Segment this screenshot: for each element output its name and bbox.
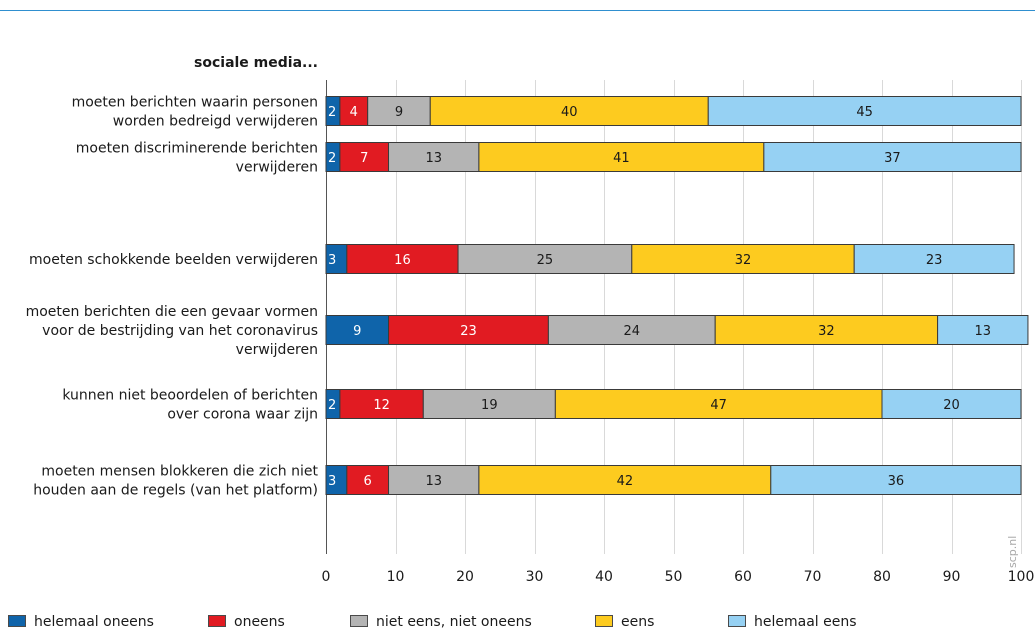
data-label: 23 bbox=[926, 253, 943, 268]
legend-label: helemaal eens bbox=[754, 614, 857, 630]
legend-swatch bbox=[350, 615, 368, 627]
bar-segment bbox=[339, 142, 390, 172]
data-label: 13 bbox=[975, 324, 992, 339]
bar-segment bbox=[422, 389, 556, 419]
legend-swatch bbox=[8, 615, 26, 627]
data-label: 41 bbox=[613, 151, 630, 166]
x-axis-ticks: 0 10 20 30 40 50 60 70 80 90 100 bbox=[322, 569, 1035, 585]
bar-segment bbox=[346, 244, 459, 274]
data-label: 23 bbox=[460, 324, 477, 339]
data-label: 13 bbox=[425, 151, 442, 166]
bar-segment bbox=[388, 315, 549, 345]
category-label: moeten berichten die een gevaar vormen bbox=[26, 304, 318, 320]
data-label: 42 bbox=[617, 474, 634, 489]
bar-segment bbox=[554, 389, 883, 419]
data-label: 3 bbox=[328, 474, 336, 489]
data-label: 2 bbox=[328, 398, 336, 413]
data-label: 32 bbox=[735, 253, 752, 268]
data-label: 20 bbox=[943, 398, 960, 413]
legend-label: eens bbox=[621, 614, 655, 630]
data-label: 13 bbox=[425, 474, 442, 489]
data-label: 24 bbox=[624, 324, 641, 339]
bar-segment bbox=[339, 96, 369, 126]
category-labels: moeten berichten waarin personen worden b… bbox=[26, 95, 319, 499]
data-label: 47 bbox=[710, 398, 727, 413]
x-tick-label: 60 bbox=[734, 569, 752, 585]
data-label: 25 bbox=[537, 253, 554, 268]
legend-item: niet eens, niet oneens bbox=[350, 613, 532, 631]
data-label: 6 bbox=[364, 474, 372, 489]
x-tick-label: 100 bbox=[1008, 569, 1035, 585]
data-label: 7 bbox=[360, 151, 368, 166]
category-label: verwijderen bbox=[236, 160, 318, 176]
data-label: 2 bbox=[328, 151, 336, 166]
bar-segment bbox=[547, 315, 716, 345]
bars-layer: 2 4 9 40 452 7 13 41 373 16 25 32 239 23 24 32 132 12 19 47… bbox=[325, 96, 1029, 495]
data-label: 9 bbox=[395, 105, 403, 120]
legend-item: helemaal eens bbox=[728, 613, 857, 631]
category-label: voor de bestrijding van het coronavirus bbox=[42, 323, 318, 339]
legend-swatch bbox=[208, 615, 226, 627]
x-tick-label: 50 bbox=[665, 569, 683, 585]
category-label: verwijderen bbox=[236, 342, 318, 358]
data-label: 2 bbox=[328, 105, 336, 120]
legend-label: helemaal oneens bbox=[34, 614, 154, 630]
data-label: 16 bbox=[394, 253, 411, 268]
data-label: 3 bbox=[328, 253, 336, 268]
bar-segment bbox=[429, 96, 709, 126]
data-label: 40 bbox=[561, 105, 578, 120]
bar-segment bbox=[937, 315, 1029, 345]
category-label: moeten berichten waarin personen bbox=[72, 95, 318, 111]
legend-item: oneens bbox=[208, 613, 285, 631]
data-label: 4 bbox=[350, 105, 358, 120]
top-rule bbox=[0, 10, 1035, 11]
x-tick-label: 70 bbox=[804, 569, 822, 585]
data-label: 45 bbox=[856, 105, 873, 120]
x-tick-label: 10 bbox=[387, 569, 405, 585]
category-label: over corona waar zijn bbox=[167, 407, 318, 423]
stacked-bar-chart: sociale media... 2 4 9 40 452 7 13 41 373 16 25 32 2… bbox=[26, 55, 1035, 585]
bar-segment bbox=[367, 96, 431, 126]
bar-segment bbox=[631, 244, 855, 274]
bar-segment bbox=[325, 315, 390, 345]
x-tick-label: 90 bbox=[943, 569, 961, 585]
legend-label: niet eens, niet oneens bbox=[376, 614, 532, 630]
bar-segment bbox=[478, 465, 772, 495]
category-label: moeten schokkende beelden verwijderen bbox=[29, 252, 318, 268]
legend-swatch bbox=[595, 615, 613, 627]
x-tick-label: 80 bbox=[873, 569, 891, 585]
x-tick-label: 20 bbox=[456, 569, 474, 585]
bar-segment bbox=[707, 96, 1022, 126]
bar-segment bbox=[853, 244, 1015, 274]
data-label: 32 bbox=[818, 324, 835, 339]
data-label: 12 bbox=[373, 398, 390, 413]
bar-segment bbox=[763, 142, 1022, 172]
bar-segment bbox=[346, 465, 390, 495]
data-label: 37 bbox=[884, 151, 901, 166]
x-tick-label: 0 bbox=[322, 569, 331, 585]
category-label: worden bedreigd verwijderen bbox=[113, 114, 318, 130]
x-tick-label: 40 bbox=[595, 569, 613, 585]
legend-item: eens bbox=[595, 613, 654, 631]
bar-segment bbox=[881, 389, 1022, 419]
chart-legend: helemaal oneens oneens niet eens, niet one… bbox=[8, 613, 1028, 631]
category-label: moeten mensen blokkeren die zich niet bbox=[41, 464, 318, 480]
source-credit: scp.nl bbox=[1006, 536, 1019, 568]
data-label: 19 bbox=[481, 398, 498, 413]
category-label: moeten discriminerende berichten bbox=[76, 141, 318, 157]
bar-segment bbox=[457, 244, 633, 274]
bar-segment bbox=[388, 142, 480, 172]
chart-heading: sociale media... bbox=[194, 55, 318, 71]
category-label: houden aan de regels (van het platform) bbox=[33, 483, 318, 499]
legend-item: helemaal oneens bbox=[8, 613, 154, 631]
x-tick-label: 30 bbox=[526, 569, 544, 585]
category-label: kunnen niet beoordelen of berichten bbox=[62, 388, 318, 404]
legend-swatch bbox=[728, 615, 746, 627]
data-label: 9 bbox=[353, 324, 361, 339]
data-label: 36 bbox=[888, 474, 905, 489]
bar-segment bbox=[770, 465, 1022, 495]
legend-label: oneens bbox=[234, 614, 285, 630]
bar-segment bbox=[388, 465, 480, 495]
